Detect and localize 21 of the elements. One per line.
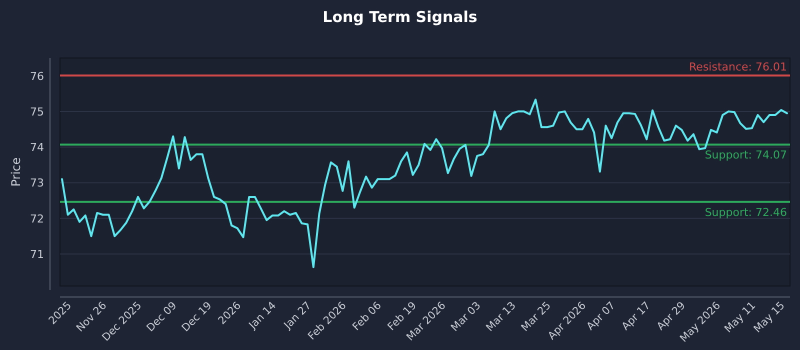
chart-title: Long Term Signals bbox=[322, 8, 478, 26]
y-tick-label: 71 bbox=[30, 248, 44, 261]
x-tick-label: Jan 14 bbox=[246, 299, 279, 332]
y-axis-title: Price bbox=[9, 157, 23, 187]
x-tick-label: Jan 27 bbox=[281, 300, 314, 332]
y-tick-label: 73 bbox=[30, 176, 44, 190]
x-tick-label: Dec 09 bbox=[144, 300, 180, 334]
x-tick-label: Apr 17 bbox=[620, 300, 653, 333]
y-tick-label: 75 bbox=[30, 105, 44, 118]
ref-line-label: Support: 72.46 bbox=[704, 206, 787, 219]
x-tick-label: Mar 13 bbox=[484, 300, 518, 334]
x-tick-label: Feb 06 bbox=[350, 299, 384, 334]
x-tick-label: Dec 19 bbox=[180, 300, 214, 334]
y-tick-label: 76 bbox=[30, 70, 44, 83]
x-tick-label: Apr 07 bbox=[584, 300, 618, 333]
x-tick-label: Mar 03 bbox=[448, 300, 484, 334]
line-series bbox=[61, 98, 788, 268]
y-tick-label: 72 bbox=[30, 212, 44, 226]
y-tick-label: 74 bbox=[30, 141, 44, 154]
ref-line-label: Resistance: 76.01 bbox=[689, 60, 787, 74]
ref-line-label: Support: 74.07 bbox=[704, 148, 787, 162]
